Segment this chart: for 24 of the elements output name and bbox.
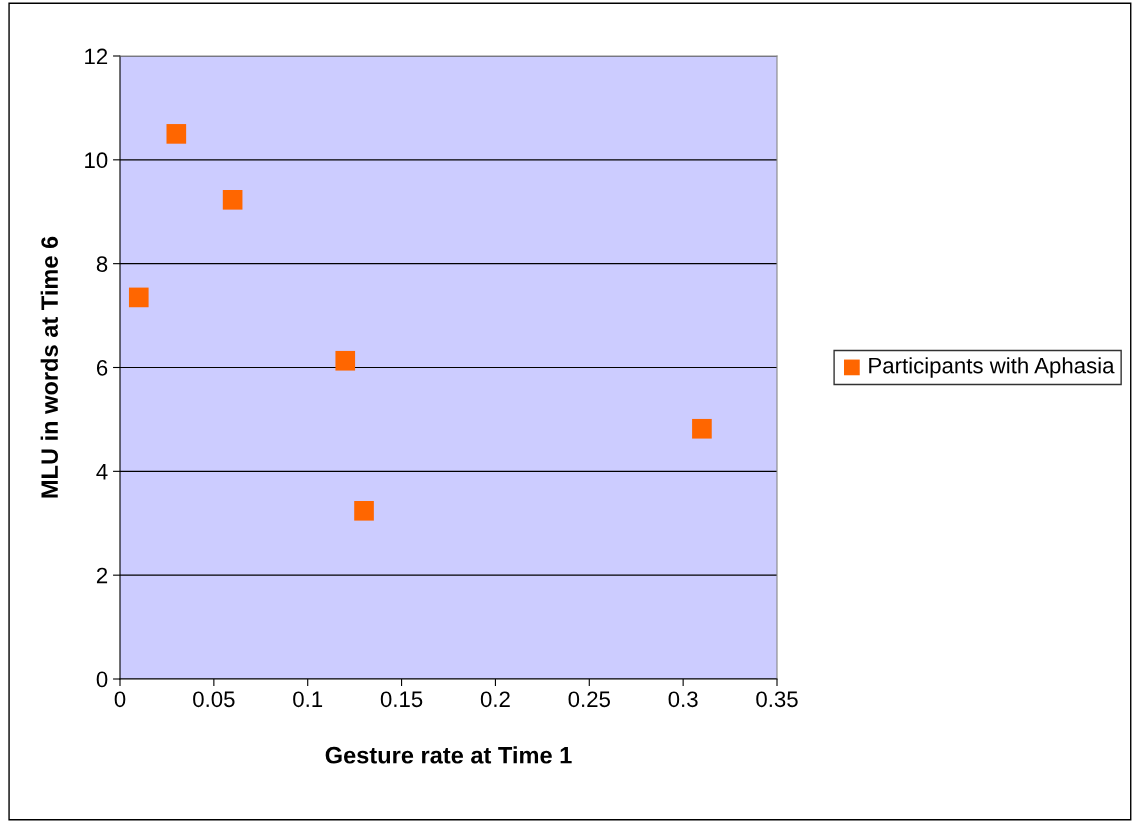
x-tick-label: 0.35 <box>756 691 798 708</box>
point <box>354 500 374 521</box>
y-tick-label: 12 <box>85 48 108 65</box>
point <box>222 189 243 210</box>
y-tick-label: 10 <box>85 152 108 169</box>
x-tick-label: 0.1 <box>293 691 323 708</box>
legend-label: Participants with Aphasia <box>869 357 1115 378</box>
x-tick-label: 0.05 <box>193 691 235 708</box>
point <box>335 350 356 371</box>
x-tick-label: 0 <box>114 691 126 708</box>
x-tick-label: 0.2 <box>480 691 510 708</box>
y-tick-label: 8 <box>96 256 108 272</box>
x-tick-label: 0.15 <box>380 691 423 708</box>
x-axis-title: Gesture rate at Time 1 <box>325 746 572 764</box>
point <box>166 124 187 144</box>
y-tick-label: 2 <box>96 567 108 584</box>
y-axis-title: MLU in words at Time 6 <box>40 236 58 498</box>
point <box>692 418 712 439</box>
x-tick-label: 0.25 <box>568 691 610 708</box>
y-tick-label: 6 <box>96 360 108 376</box>
y-tick-label: 4 <box>96 464 108 480</box>
point <box>128 287 149 308</box>
y-tick-label: 0 <box>96 671 108 688</box>
x-tick-label: 0.3 <box>668 691 698 708</box>
